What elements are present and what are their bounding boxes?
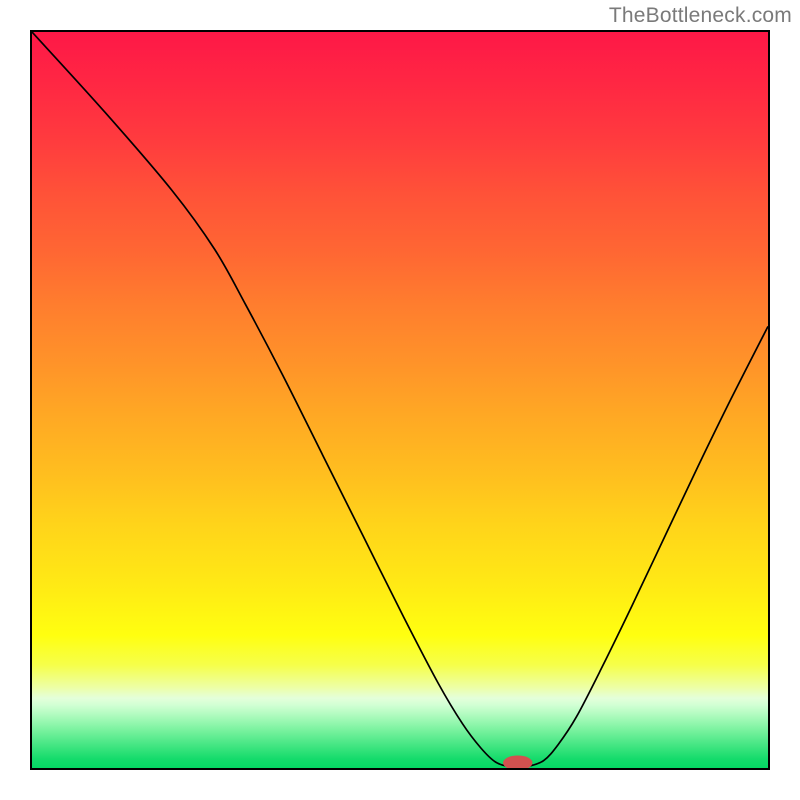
watermark-text: TheBottleneck.com <box>609 4 792 28</box>
chart-container <box>30 30 770 770</box>
chart-plot-area <box>32 32 768 768</box>
optimum-marker <box>32 32 768 768</box>
